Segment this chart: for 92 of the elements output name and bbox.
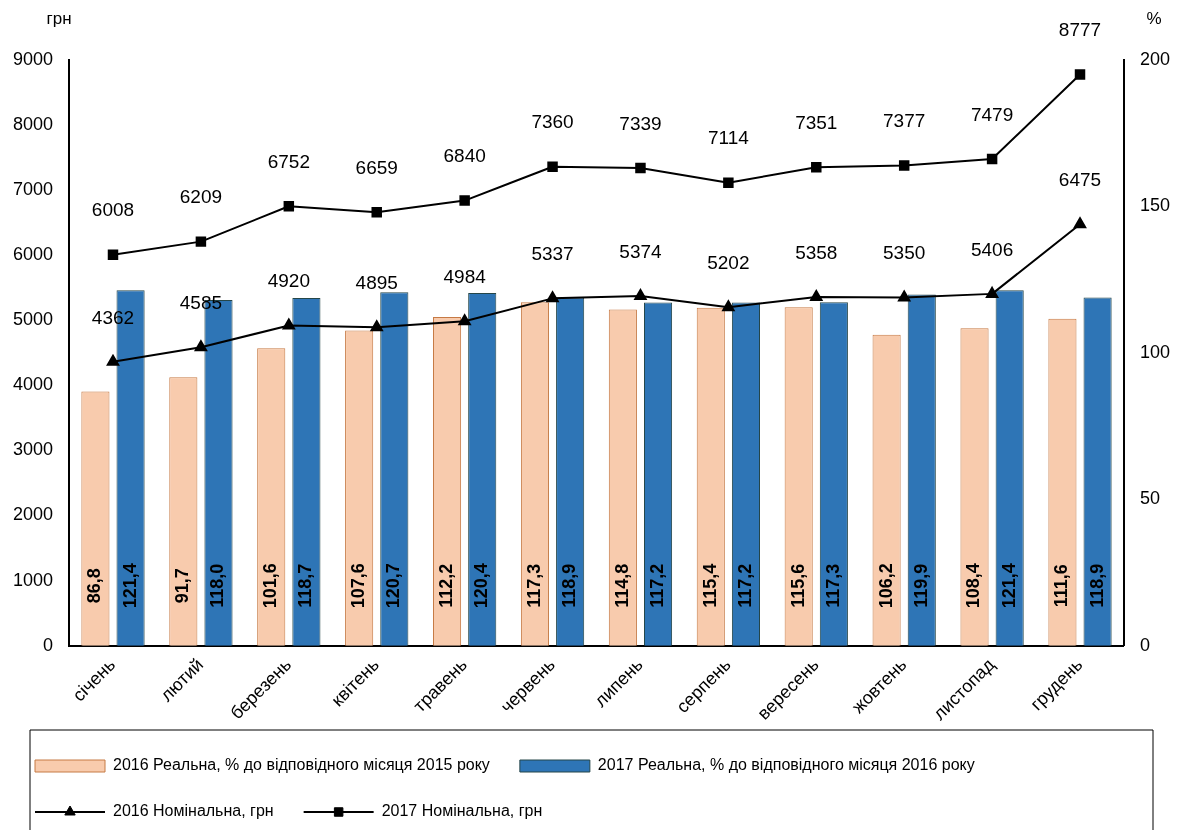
point	[723, 177, 734, 188]
data-label: 118,7	[295, 563, 316, 608]
y2-tick-label: 200	[1139, 48, 1171, 69]
data-label: 4585	[179, 292, 223, 314]
data-label: 5374	[619, 240, 663, 262]
data-label: 118,9	[1086, 563, 1107, 608]
data-label: 7377	[883, 110, 926, 132]
point	[722, 300, 735, 312]
point	[106, 354, 120, 366]
data-label: 5202	[707, 251, 750, 273]
data-label: 5358	[795, 241, 838, 263]
y-tick-label: 0	[43, 634, 54, 655]
data-label: 118,9	[559, 563, 580, 608]
data-label: 7479	[970, 103, 1014, 125]
y2-tick-label: 0	[1139, 634, 1150, 655]
point	[986, 153, 998, 165]
data-label: 8777	[1058, 19, 1102, 41]
point	[546, 291, 559, 303]
y-tick-label: 7000	[13, 179, 54, 200]
y-tick-label: 6000	[13, 244, 54, 265]
legend-label: 2016 Номінальна, грн	[113, 802, 274, 820]
data-label: 7339	[619, 112, 662, 134]
point	[194, 340, 208, 352]
point	[283, 201, 295, 212]
data-label: 6209	[179, 186, 223, 208]
data-label: 118,0	[207, 563, 228, 608]
data-label: 5406	[970, 238, 1014, 260]
y-tick-label: 1000	[13, 569, 54, 590]
y-tick-label: 9000	[13, 48, 54, 69]
data-label: 6008	[91, 199, 135, 221]
point	[1074, 69, 1086, 80]
data-label: 121,4	[998, 563, 1019, 609]
point	[898, 290, 911, 302]
legend-label: 2017 Номінальна, грн	[381, 802, 543, 820]
data-label: 4920	[267, 270, 310, 292]
data-label: 106,2	[875, 563, 896, 609]
legend-label: 2016 Реальна, % до відповідного місяця 2015 року	[113, 756, 490, 774]
point	[810, 290, 823, 301]
data-label: 119,9	[910, 563, 931, 608]
data-label: 117,2	[647, 563, 668, 608]
y2-tick-label: 50	[1139, 488, 1160, 509]
data-label: 4984	[443, 266, 487, 288]
y-tick-label: 2000	[13, 504, 54, 525]
data-label: 108,4	[963, 563, 984, 609]
data-label: 115,6	[787, 563, 808, 608]
data-label: 6475	[1058, 169, 1102, 191]
point	[458, 314, 471, 326]
data-label: 5350	[883, 242, 926, 264]
data-label: 6752	[267, 151, 310, 173]
point	[634, 288, 647, 300]
data-label: 86,8	[84, 568, 105, 604]
data-label: 107,6	[348, 563, 369, 609]
data-label: 120,4	[471, 563, 492, 609]
point	[985, 286, 999, 298]
point	[898, 160, 910, 171]
point	[370, 320, 383, 332]
data-label: 115,4	[699, 563, 720, 608]
y-axis-title: грн	[46, 9, 72, 29]
y-tick-label: 3000	[13, 439, 54, 460]
legend-label: 2017 Реальна, % до відповідного місяця 2016 року	[597, 756, 975, 774]
data-label: 117,2	[734, 563, 755, 608]
data-label: 120,7	[383, 563, 404, 609]
data-label: 6659	[355, 157, 398, 179]
data-label: 6840	[443, 145, 486, 167]
y-tick-label: 4000	[13, 374, 54, 395]
point	[811, 162, 822, 173]
data-label: 101,6	[260, 563, 281, 609]
data-label: 121,4	[119, 563, 140, 609]
data-label: 114,8	[611, 563, 632, 608]
y-tick-label: 8000	[13, 114, 54, 135]
data-label: 5337	[531, 243, 574, 265]
y2-tick-label: 150	[1139, 195, 1171, 216]
point	[195, 236, 207, 247]
data-label: 7114	[707, 127, 750, 149]
point	[107, 249, 119, 260]
data-label: 4895	[355, 271, 398, 293]
point	[547, 161, 558, 172]
point	[459, 195, 470, 206]
point	[371, 207, 382, 218]
point	[1073, 217, 1087, 229]
point	[635, 162, 646, 174]
data-label: 112,2	[436, 563, 457, 608]
data-label: 7351	[795, 112, 838, 134]
data-label: 91,7	[172, 568, 193, 604]
point	[282, 318, 296, 330]
y2-axis-title: %	[1146, 9, 1162, 29]
data-label: 117,3	[822, 563, 843, 608]
data-label: 7360	[531, 111, 574, 133]
data-label: 111,6	[1051, 564, 1072, 608]
y-tick-label: 5000	[13, 309, 54, 330]
data-label: 117,3	[523, 563, 544, 608]
y2-tick-label: 100	[1139, 341, 1171, 362]
